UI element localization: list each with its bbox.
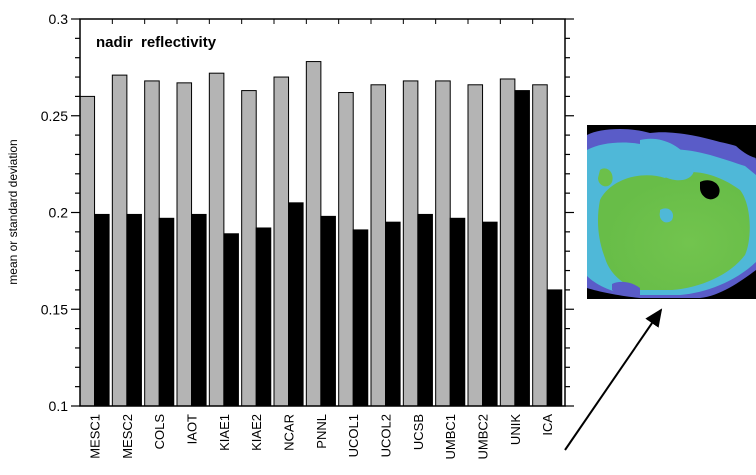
x-tick-label: MESC2: [120, 414, 135, 459]
x-tick-label: UMBC2: [476, 414, 491, 460]
y-axis-label: mean or standard deviation: [6, 139, 20, 284]
bar-mesc2-series1: [111, 74, 128, 407]
bar-ucol1-series1: [338, 92, 354, 407]
x-tick-label: NCAR: [282, 414, 297, 451]
bar-kiae1-series1: [208, 72, 225, 407]
x-tick-label: MESC1: [88, 414, 103, 459]
y-tick-label: 0.25: [41, 108, 68, 124]
bar-ucol2-series2: [385, 221, 401, 407]
bar-ucol2-series1: [370, 84, 387, 407]
y-tick-label: 0.3: [49, 11, 69, 27]
bar-umbc1-series2: [449, 217, 466, 407]
bar-pnnl-series2: [320, 215, 336, 407]
bar-umbc2-series2: [482, 221, 498, 407]
y-tick-label: 0.2: [49, 205, 69, 221]
y-tick-label: 0.15: [41, 301, 68, 317]
bar-unik-series2: [514, 90, 530, 407]
inset-reflectivity-image: [587, 125, 756, 299]
bar-pnnl-series1: [305, 61, 322, 407]
bar-kiae2-series1: [241, 90, 257, 407]
y-axis: 0.1 0.15 0.2 0.25 0.3: [41, 11, 574, 414]
x-tick-label: UCSB: [411, 414, 426, 450]
bar-ncar-series1: [273, 76, 290, 407]
bar-ucsb-series2: [417, 213, 433, 407]
x-axis-labels: MESC1 MESC2 COLS IAOT KIAE1 KIAE2 NCAR PNNL UCOL…: [88, 414, 556, 460]
bar-ncar-series2: [288, 202, 304, 407]
x-tick-label: KIAE2: [249, 414, 264, 451]
bar-kiae2-series2: [255, 227, 272, 407]
bar-ica-series1: [532, 84, 548, 407]
x-tick-label: UNIK: [508, 414, 523, 445]
x-tick-label: UCOL1: [346, 414, 361, 457]
bar-unik-series1: [499, 78, 516, 407]
x-tick-label: IAOT: [185, 414, 200, 444]
pointer-arrow: [564, 308, 663, 451]
bar-mesc2-series2: [126, 213, 142, 407]
bar-iaot-series1: [176, 82, 193, 407]
bar-ucol1-series2: [352, 229, 369, 407]
bars-group: [79, 61, 563, 407]
x-tick-label: UMBC1: [443, 414, 458, 460]
chart-title: nadir reflectivity: [96, 34, 217, 51]
bar-cols-series2: [158, 217, 175, 407]
bar-ica-series2: [546, 289, 563, 407]
bar-iaot-series2: [191, 213, 207, 407]
bar-ucsb-series1: [402, 80, 419, 407]
x-tick-label: COLS: [152, 414, 167, 450]
x-tick-label: KIAE1: [217, 414, 232, 451]
bar-umbc1-series1: [435, 80, 451, 407]
bar-kiae1-series2: [223, 233, 239, 407]
bar-mesc1-series2: [94, 213, 110, 407]
bar-umbc2-series1: [467, 84, 484, 407]
y-tick-label: 0.1: [49, 398, 69, 414]
x-tick-label: PNNL: [314, 414, 329, 449]
x-tick-label: UCOL2: [379, 414, 394, 457]
bar-cols-series1: [144, 80, 160, 407]
x-tick-label: ICA: [540, 414, 555, 436]
bar-mesc1-series1: [79, 95, 96, 407]
